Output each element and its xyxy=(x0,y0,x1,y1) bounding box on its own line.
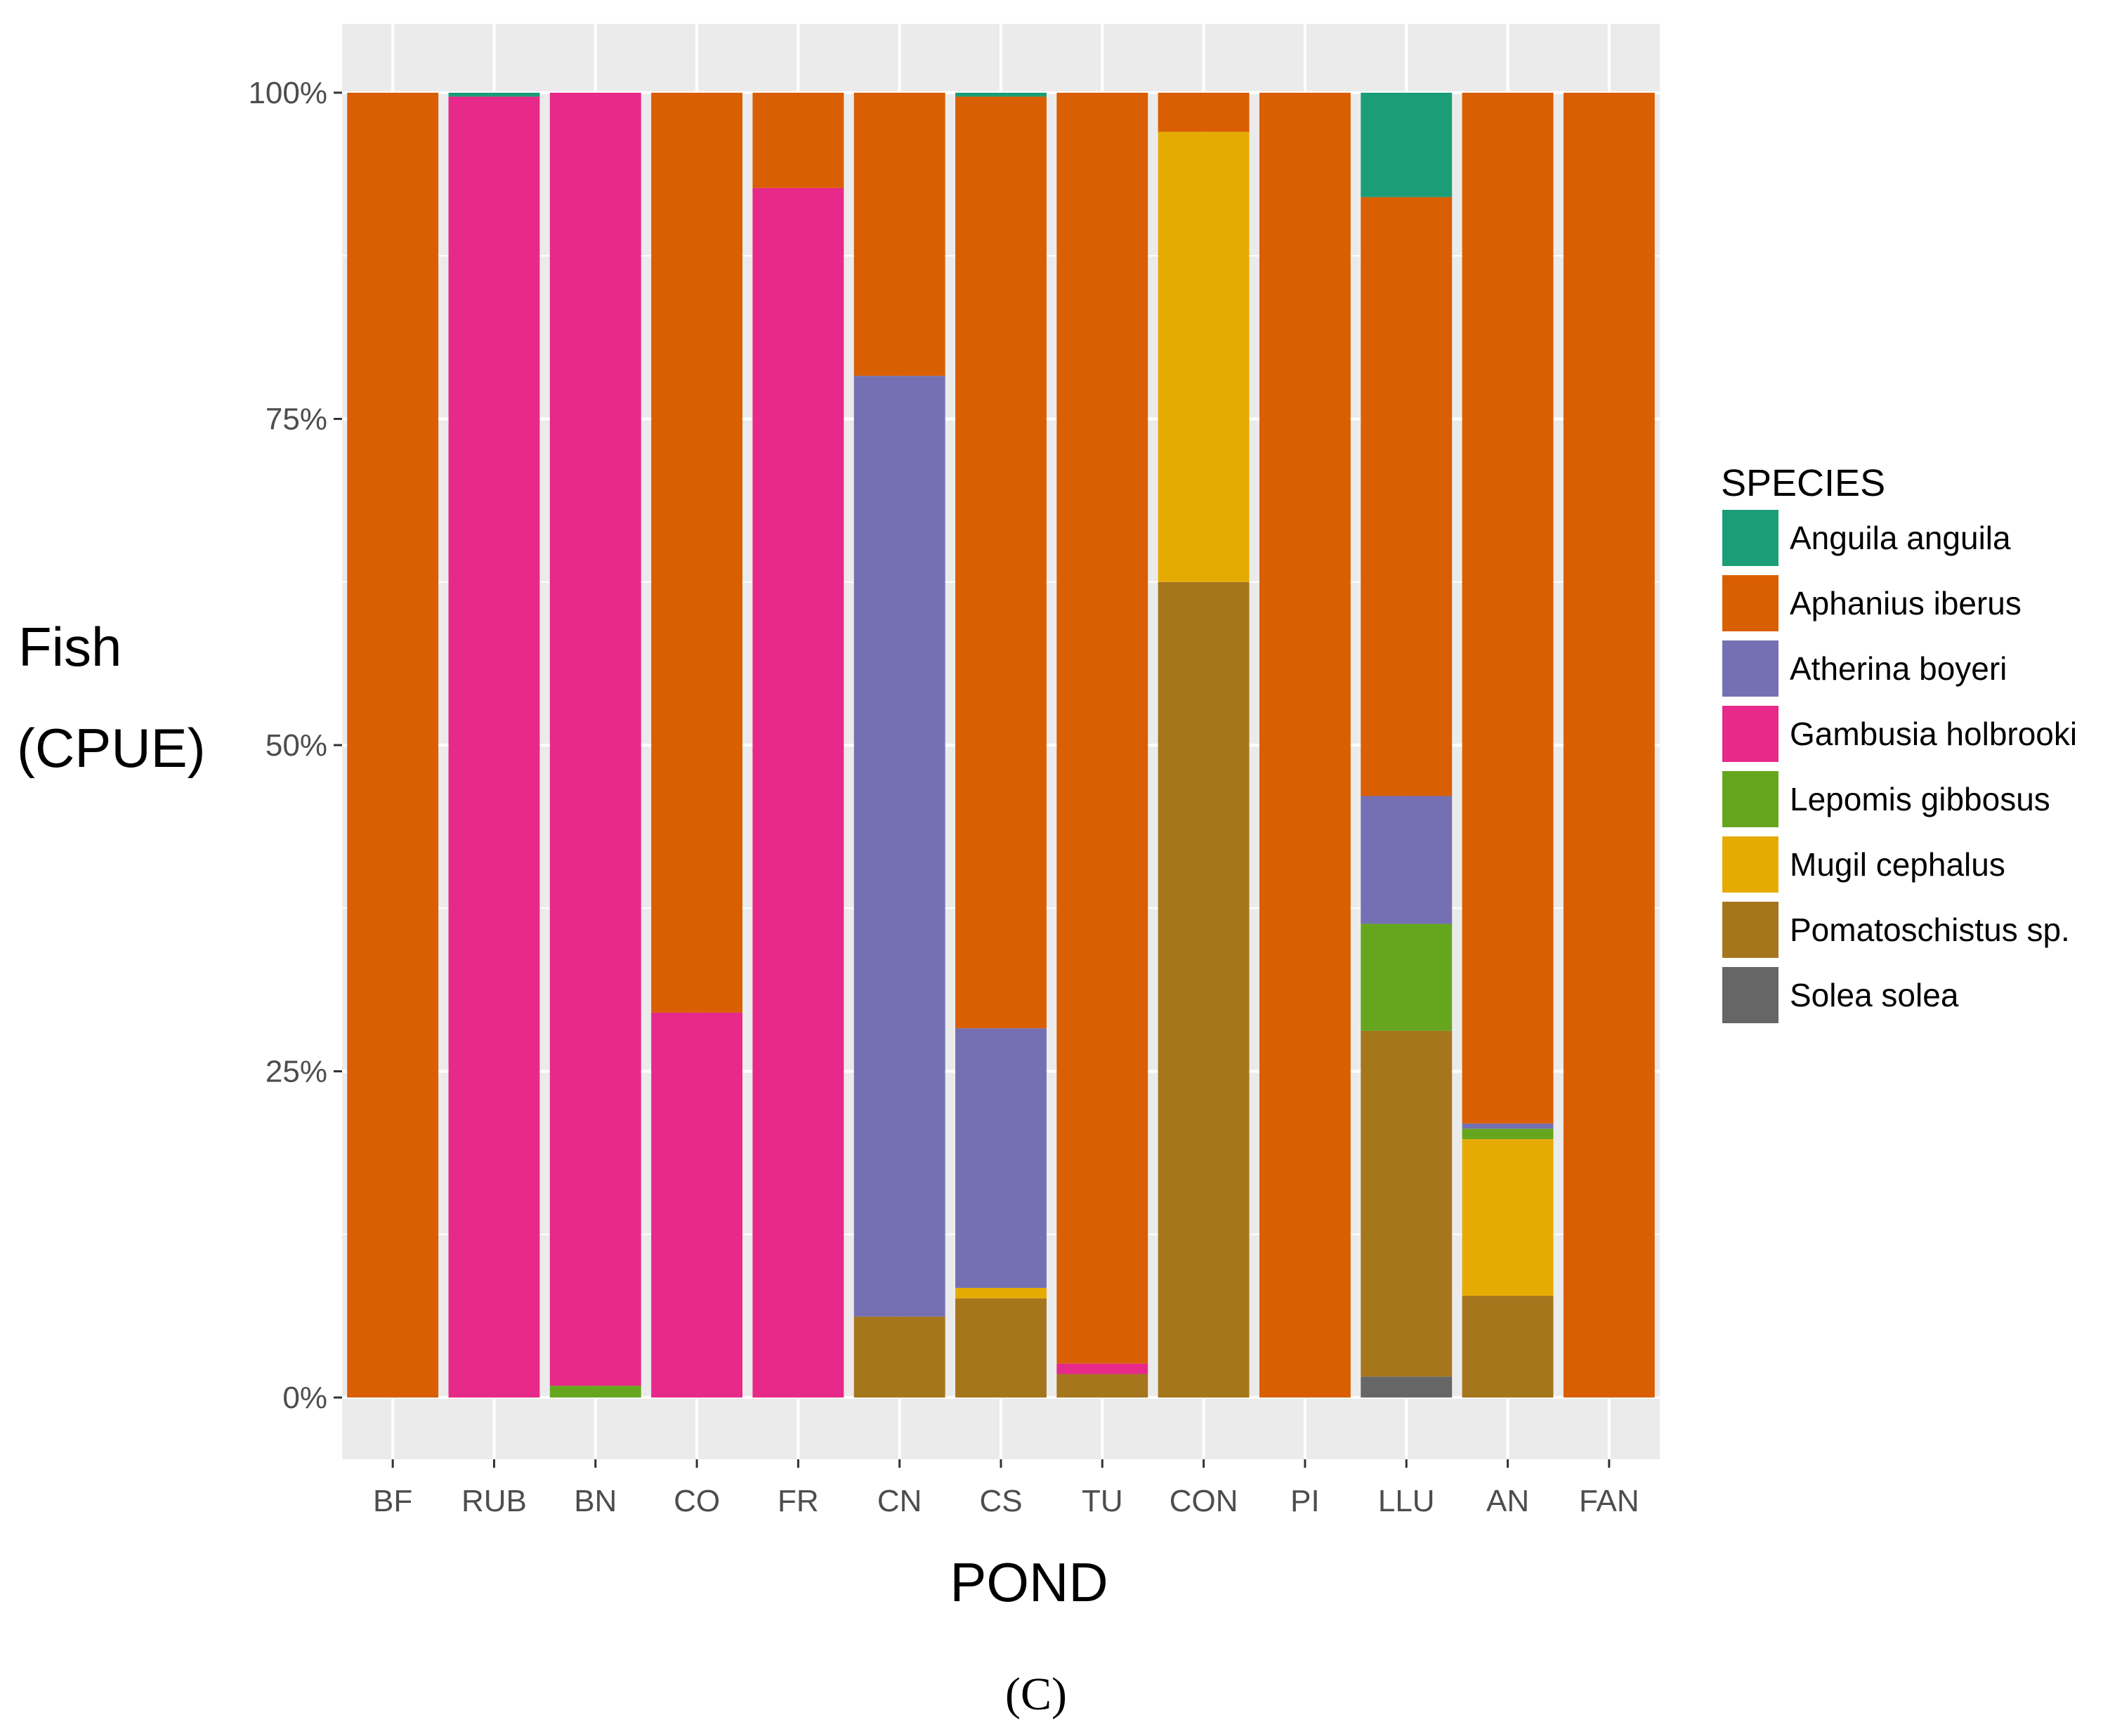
x-tick-label: CS xyxy=(979,1484,1022,1518)
legend-key-pomatoschistus-sp xyxy=(1722,902,1778,958)
bar-segment-an-lepomis-gibbosus xyxy=(1462,1129,1554,1140)
bar-segment-llu-pomatoschistus-sp xyxy=(1361,1030,1453,1377)
x-tick-label: TU xyxy=(1082,1484,1123,1518)
legend-label: Solea solea xyxy=(1790,977,1959,1013)
bar-segment-con-mugil-cephalus xyxy=(1158,131,1250,582)
bar-segment-con-aphanius-iberus xyxy=(1158,93,1250,132)
legend-key-anguila-anguila xyxy=(1722,510,1778,566)
legend: Anguila anguila Aphanius iberus Atherina b… xyxy=(1722,510,2077,1023)
bar-segment-cn-pomatoschistus-sp xyxy=(853,1316,945,1398)
bars xyxy=(347,93,1655,1398)
bar-segment-cs-pomatoschistus-sp xyxy=(955,1298,1047,1398)
legend-key-aphanius-iberus xyxy=(1722,575,1778,631)
bar-segment-llu-anguila-anguila xyxy=(1361,93,1453,197)
x-axis-label: POND xyxy=(950,1551,1108,1613)
bar-segment-co-gambusia-holbrooki xyxy=(651,1012,743,1398)
bar-segment-llu-atherina-boyeri xyxy=(1361,796,1453,924)
bar-segment-an-atherina-boyeri xyxy=(1462,1123,1554,1129)
x-tick-label: CN xyxy=(877,1484,922,1518)
x-tick-label: RUB xyxy=(461,1484,527,1518)
x-tick-label: PI xyxy=(1290,1484,1320,1518)
x-axis-ticks: BF RUB BN CO FR CN CS TU CON PI LLU AN FAN xyxy=(373,1459,1639,1518)
panel-label: (C) xyxy=(1005,1669,1067,1720)
bar-segment-cs-anguila-anguila xyxy=(955,93,1047,97)
bar-segment-an-mugil-cephalus xyxy=(1462,1139,1554,1296)
legend-key-solea-solea xyxy=(1722,967,1778,1023)
x-tick-label: FAN xyxy=(1579,1484,1639,1518)
bar-segment-rub-anguila-anguila xyxy=(448,93,540,97)
y-tick-label: 100% xyxy=(248,76,327,110)
bar-segment-tu-aphanius-iberus xyxy=(1056,93,1148,1364)
bar-segment-llu-solea-solea xyxy=(1361,1376,1453,1398)
bar-segment-cn-atherina-boyeri xyxy=(853,376,945,1317)
x-tick-label: FR xyxy=(778,1484,819,1518)
y-axis-ticks: 0% 25% 50% 75% 100% xyxy=(248,76,342,1415)
y-tick-label: 0% xyxy=(282,1381,327,1415)
legend-key-mugil-cephalus xyxy=(1722,836,1778,893)
bar-segment-fan-aphanius-iberus xyxy=(1563,93,1655,1398)
bar-segment-fr-aphanius-iberus xyxy=(752,93,844,188)
y-axis-label-line-2: (CPUE) xyxy=(17,717,206,779)
y-tick-label: 75% xyxy=(266,402,327,437)
legend-title: SPECIES xyxy=(1721,462,1885,504)
legend-label: Gambusia holbrooki xyxy=(1790,716,2077,752)
legend-key-gambusia-holbrooki xyxy=(1722,706,1778,762)
bar-segment-bn-lepomis-gibbosus xyxy=(549,1386,641,1398)
bar-segment-rub-gambusia-holbrooki xyxy=(448,96,540,1398)
bar-segment-an-aphanius-iberus xyxy=(1462,93,1554,1124)
legend-key-lepomis-gibbosus xyxy=(1722,771,1778,827)
bar-segment-cs-aphanius-iberus xyxy=(955,96,1047,1029)
bar-segment-bn-gambusia-holbrooki xyxy=(549,93,641,1386)
y-tick-label: 25% xyxy=(266,1055,327,1089)
bar-segment-llu-aphanius-iberus xyxy=(1361,197,1453,796)
bar-segment-pi-aphanius-iberus xyxy=(1259,93,1351,1398)
bar-segment-cs-atherina-boyeri xyxy=(955,1028,1047,1288)
x-tick-label: LLU xyxy=(1378,1484,1435,1518)
y-tick-label: 50% xyxy=(266,728,327,763)
legend-label: Pomatoschistus sp. xyxy=(1790,912,2070,948)
legend-label: Lepomis gibbosus xyxy=(1790,781,2050,817)
legend-label: Anguila anguila xyxy=(1790,520,2011,556)
y-axis-label-line-1: Fish xyxy=(18,616,122,678)
bar-segment-bf-aphanius-iberus xyxy=(347,93,439,1398)
legend-label: Mugil cephalus xyxy=(1790,846,2005,883)
x-tick-label: CO xyxy=(674,1484,720,1518)
bar-segment-cs-mugil-cephalus xyxy=(955,1287,1047,1298)
x-tick-label: BN xyxy=(574,1484,617,1518)
x-tick-label: BF xyxy=(373,1484,412,1518)
bar-segment-co-aphanius-iberus xyxy=(651,93,743,1013)
bar-segment-con-pomatoschistus-sp xyxy=(1158,581,1250,1398)
bar-segment-llu-lepomis-gibbosus xyxy=(1361,923,1453,1031)
bar-segment-an-pomatoschistus-sp xyxy=(1462,1296,1554,1398)
legend-label: Atherina boyeri xyxy=(1790,650,2007,687)
legend-label: Aphanius iberus xyxy=(1790,585,2022,622)
bar-segment-cn-aphanius-iberus xyxy=(853,93,945,376)
bar-segment-tu-gambusia-holbrooki xyxy=(1056,1363,1148,1374)
legend-key-atherina-boyeri xyxy=(1722,640,1778,697)
bar-segment-tu-pomatoschistus-sp xyxy=(1056,1374,1148,1398)
x-tick-label: CON xyxy=(1170,1484,1238,1518)
x-tick-label: AN xyxy=(1486,1484,1529,1518)
bar-segment-fr-gambusia-holbrooki xyxy=(752,188,844,1398)
